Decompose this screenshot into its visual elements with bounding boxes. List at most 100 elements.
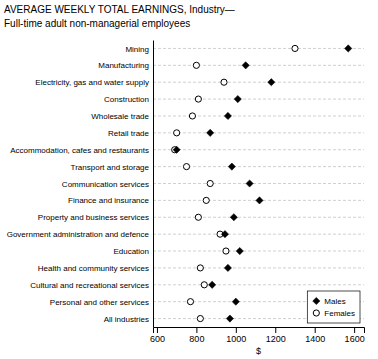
point [207,129,214,136]
x-axis-line [154,328,365,334]
point [226,315,233,322]
point [268,79,275,86]
y-tick-label: Manufacturing [98,61,149,70]
x-tick-label: 1400 [305,334,325,344]
point [195,96,201,102]
y-tick-label: Government administration and defence [7,230,150,239]
y-tick-label: Personal and other services [50,298,149,307]
y-tick-label: Property and business services [38,213,149,222]
x-tick-label: 600 [150,334,165,344]
y-tick-label: Cultural and recreational services [30,281,149,290]
x-tick-mark [236,327,237,333]
point [221,231,228,238]
y-tick: Health and community services [38,264,153,273]
point [230,214,237,221]
x-tick: 1600 [345,327,365,344]
grid-line [153,251,364,252]
y-tick: Education [113,247,153,256]
subtitle: Full-time adult non-managerial employees [4,18,190,29]
point [224,264,231,271]
x-tick-label: 1600 [345,334,365,344]
y-tick-label: Accommodation, cafes and restaurants [10,146,149,155]
y-tick: Communication services [62,180,153,189]
x-tick: 1000 [226,327,246,344]
x-tick: 800 [189,327,204,344]
y-tick-label: Wholesale trade [91,112,149,121]
point [223,248,229,254]
y-tick: All industries [104,315,153,324]
grid-line [153,284,364,285]
grid-line [153,99,364,100]
grid-line [153,82,364,83]
point [209,281,216,288]
y-tick-label: Transport and storage [71,163,150,172]
point [345,45,352,52]
point [236,247,243,254]
legend-label: Females [324,309,355,318]
point [234,95,241,102]
y-tick-label: Mining [125,45,149,54]
point [195,214,201,220]
x-tick-mark [196,327,197,333]
grid-line [153,115,364,116]
chart-container: AVERAGE WEEKLY TOTAL EARNINGS, Industry—… [0,0,378,359]
y-tick-label: Construction [104,95,149,104]
x-tick: 600 [150,327,165,344]
x-tick-mark [354,327,355,333]
y-tick: Construction [104,95,153,104]
chart: AVERAGE WEEKLY TOTAL EARNINGS, Industry—… [0,0,378,359]
y-tick-label: All industries [104,315,149,324]
y-tick-label: Finance and insurance [68,196,149,205]
legend-label: Males [324,297,345,306]
grid-line [153,234,364,235]
point [197,265,203,271]
x-axis: 600 800 1000 1200 1400 1600 [150,327,365,344]
y-tick: Retail trade [108,129,153,138]
y-tick: Wholesale trade [91,112,153,121]
x-axis-title: $ [256,346,261,356]
point [246,180,253,187]
title: AVERAGE WEEKLY TOTAL EARNINGS, Industry— [4,4,235,15]
y-tick: Manufacturing [98,61,153,70]
x-tick-mark [315,327,316,333]
y-tick: Mining [125,45,153,54]
point [183,164,189,170]
x-tick-mark [275,327,276,333]
y-axis-line [153,41,154,328]
grid-line [153,149,364,150]
y-tick-label: Communication services [62,180,149,189]
legend-symbol [313,297,320,304]
grid-line [153,65,364,66]
marks [172,45,352,322]
grid [153,48,364,318]
point [224,112,231,119]
point [201,282,207,288]
plot: 600 800 1000 1200 1400 1600 Mining Manufacturin… [7,41,365,345]
y-axis: Mining Manufacturing Electricity, gas and … [7,41,154,328]
y-tick-label: Education [113,247,149,256]
series [172,45,298,321]
y-tick: Finance and insurance [68,196,153,205]
x-tick: 1200 [266,327,286,344]
point [228,163,235,170]
y-tick: Government administration and defence [7,230,153,239]
point [189,113,195,119]
grid-line [153,267,364,268]
point [207,180,213,186]
series [173,45,352,322]
y-tick: Accommodation, cafes and restaurants [10,146,153,155]
point [173,146,180,153]
point [292,45,298,51]
y-tick: Electricity, gas and water supply [35,78,153,87]
legend-symbol [313,310,319,316]
grid-line [153,48,364,49]
grid-line [153,132,364,133]
y-tick: Personal and other services [50,298,153,307]
point [197,315,203,321]
x-tick-label: 1000 [226,334,246,344]
point [193,62,199,68]
point [221,79,227,85]
y-tick: Cultural and recreational services [30,281,153,290]
x-tick-label: 1200 [266,334,286,344]
x-tick: 1400 [305,327,325,344]
